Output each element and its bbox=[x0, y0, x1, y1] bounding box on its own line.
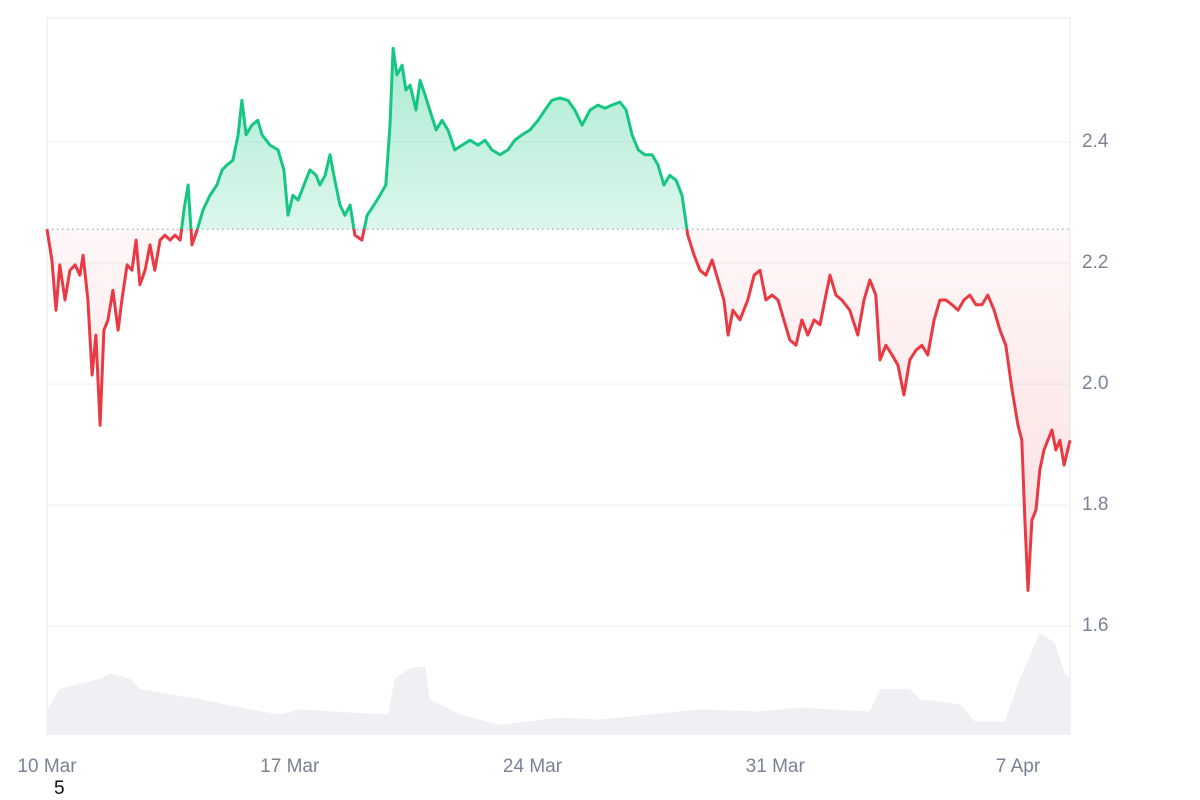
price-area bbox=[47, 48, 1070, 591]
x-tick-label: 10 Mar bbox=[17, 756, 77, 777]
x-tick-label: 24 Mar bbox=[503, 756, 563, 777]
y-tick-label: 2.2 bbox=[1082, 252, 1108, 273]
y-tick-label: 1.6 bbox=[1082, 615, 1108, 636]
volume-area bbox=[47, 632, 1070, 735]
x-tick-label: 7 Apr bbox=[996, 756, 1041, 777]
y-tick-label: 2.4 bbox=[1082, 131, 1109, 152]
x-tick-label: 31 Mar bbox=[746, 756, 806, 777]
y-tick-label: 1.8 bbox=[1082, 494, 1108, 515]
footnote: 5 bbox=[54, 778, 65, 799]
x-tick-label: 17 Mar bbox=[260, 756, 320, 777]
y-tick-label: 2.0 bbox=[1082, 373, 1108, 394]
price-line bbox=[45, 46, 1072, 592]
